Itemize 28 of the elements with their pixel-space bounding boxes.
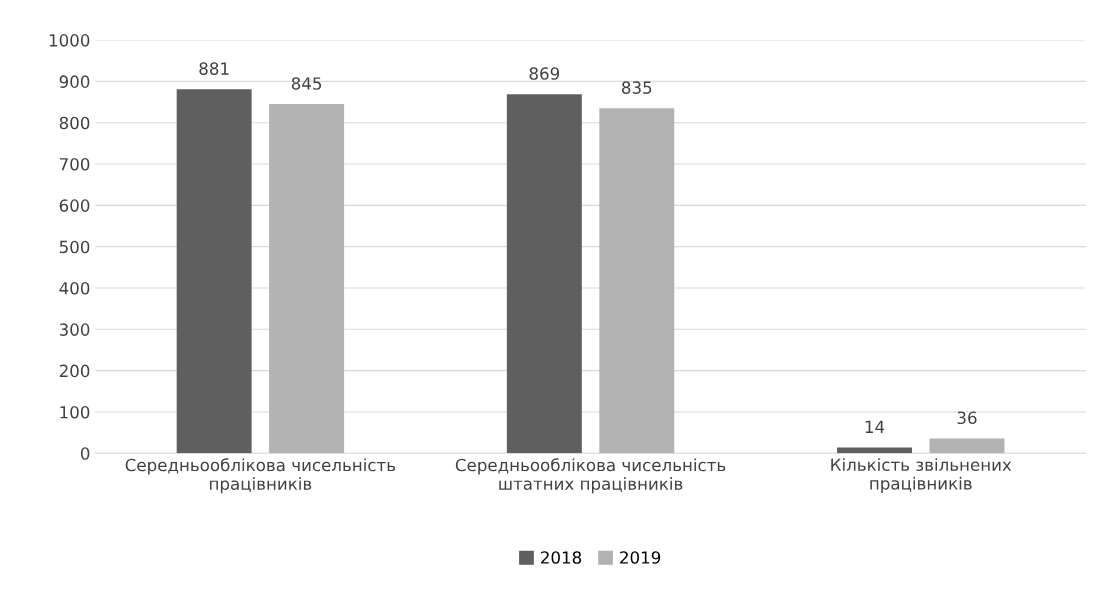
bar: [506, 94, 582, 454]
y-tick-label: 500: [59, 240, 90, 254]
y-tick-label: 100: [60, 405, 90, 419]
data-label: 835: [622, 81, 652, 94]
data-label: 36: [957, 411, 977, 425]
legend-label: 2018: [541, 551, 582, 564]
data-label: 845: [291, 77, 322, 90]
y-tick-label: 1000: [49, 34, 90, 47]
bar: [599, 108, 675, 454]
y-tick-label: 0: [80, 447, 90, 460]
data-label: 14: [865, 420, 885, 433]
y-tick-label: 600: [59, 199, 90, 212]
y-tick-label: 200: [59, 364, 90, 378]
y-tick-label: 900: [59, 75, 90, 88]
y-tick-label: 700: [59, 157, 90, 171]
bar: [929, 438, 1005, 454]
data-label: 869: [529, 67, 560, 80]
legend-label: 2019: [620, 551, 661, 564]
bar: [269, 104, 345, 454]
bar: [837, 447, 912, 454]
x-tick-label: Кількість звільнених працівників: [831, 458, 1012, 493]
y-tick-label: 800: [59, 116, 90, 130]
y-tick-label: 400: [59, 281, 90, 295]
data-label: 881: [199, 62, 229, 75]
x-tick-label: Середньооблікова чисельність працівників: [125, 458, 396, 494]
bar: [176, 89, 252, 454]
x-tick-label: Середньооблікова чисельність штатних працівників: [455, 458, 726, 494]
y-tick-label: 300: [59, 323, 90, 336]
